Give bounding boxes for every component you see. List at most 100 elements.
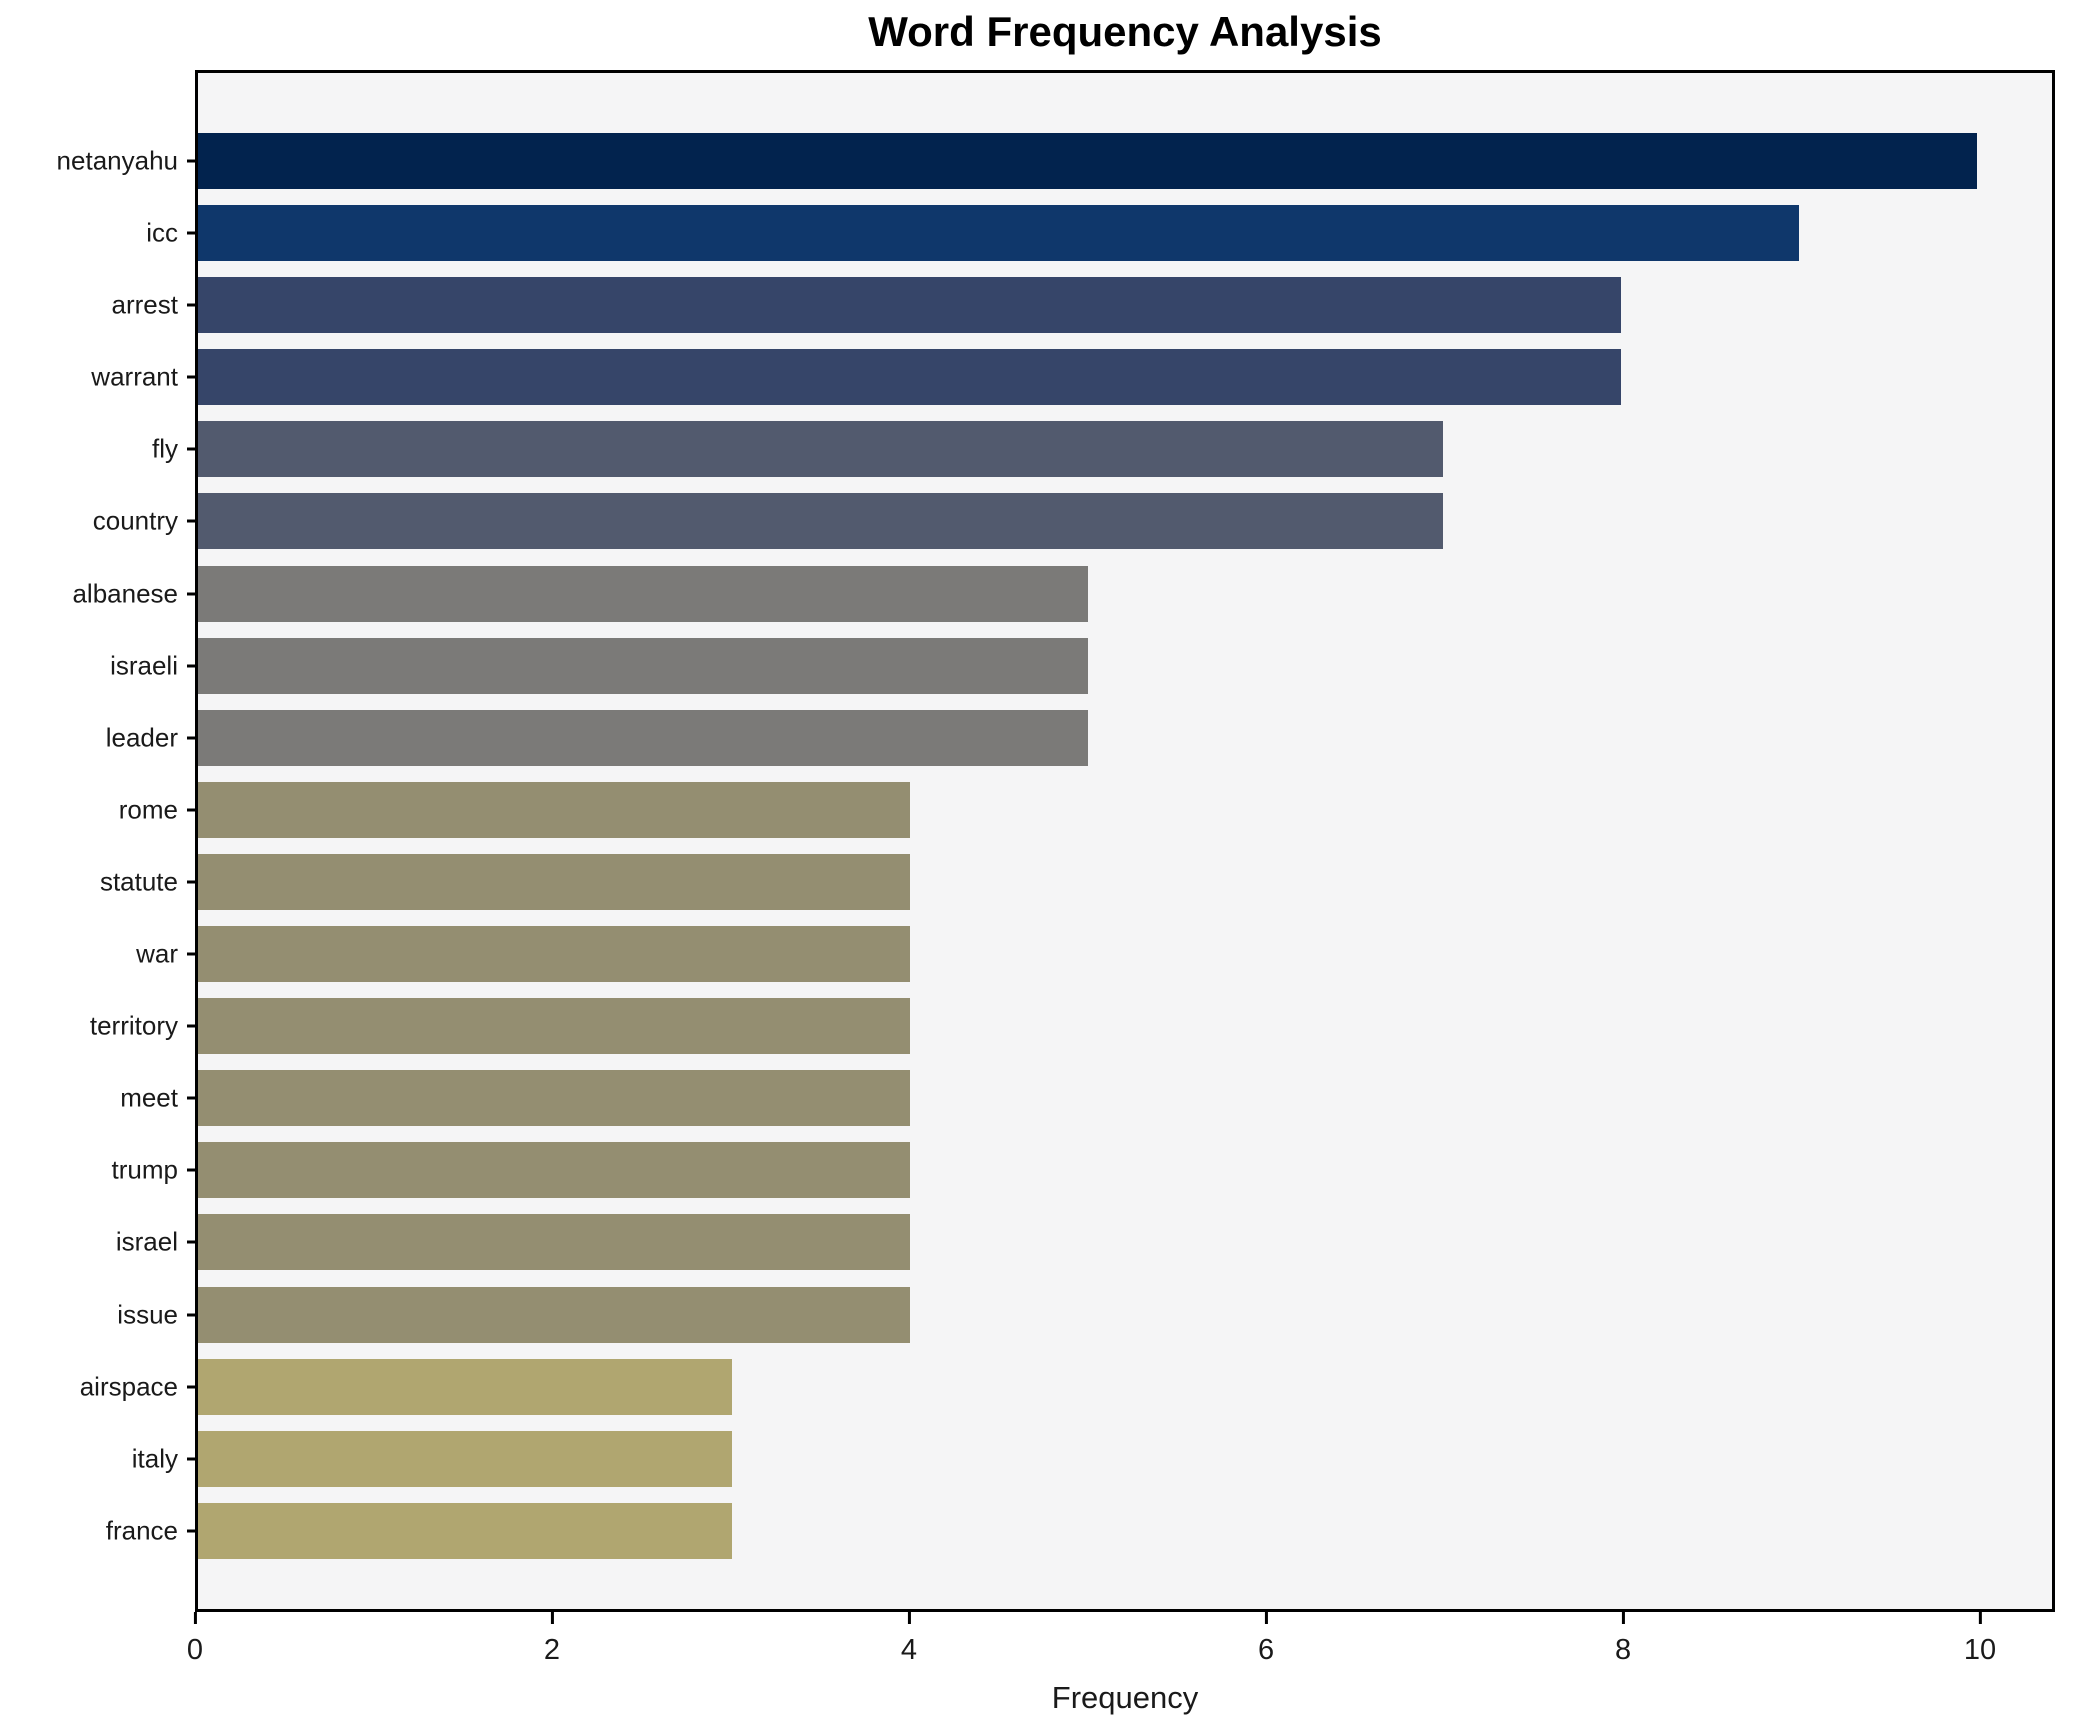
y-tick-mark: [187, 952, 198, 956]
y-tick-mark: [187, 592, 198, 596]
y-tick-mark: [187, 1096, 198, 1100]
x-tick-label: 6: [1257, 1634, 1275, 1666]
x-tick-mark: [1264, 1612, 1268, 1624]
y-tick-mark: [187, 1313, 198, 1316]
y-tick-mark: [187, 736, 198, 740]
bar: [198, 133, 1978, 189]
x-tick-mark: [550, 1612, 554, 1624]
bar-row: leader: [106, 709, 2052, 766]
category-label: meet: [120, 1082, 178, 1113]
category-label: israeli: [110, 650, 178, 681]
category-label: rome: [118, 794, 178, 825]
x-tick-mark: [1978, 1612, 1982, 1624]
y-tick-mark: [187, 1457, 198, 1461]
bar: [198, 205, 1800, 262]
bar-row: meet: [120, 1070, 2052, 1127]
bar-row: war: [136, 926, 2052, 983]
bar: [198, 421, 1444, 478]
bars-container: netanyahu icc arrest warrant fly country alban…: [57, 133, 2052, 1559]
bar-row: issue: [117, 1286, 2052, 1343]
x-tick-mark: [1621, 1612, 1625, 1624]
y-tick-mark: [187, 1240, 198, 1244]
category-label: trump: [111, 1154, 178, 1185]
y-tick-mark: [187, 1024, 198, 1028]
x-tick-label: 2: [543, 1634, 561, 1666]
x-axis-label: Frequency: [1051, 1680, 1199, 1715]
category-label: airspace: [79, 1371, 178, 1402]
bar: [198, 1070, 910, 1127]
x-axis: 0 2 4 6 8 10: [187, 1612, 2055, 1692]
y-tick-mark: [187, 303, 198, 307]
category-label: icc: [146, 217, 178, 248]
category-label: leader: [105, 722, 178, 753]
bar-row: israel: [116, 1214, 2052, 1271]
bar-row: france: [106, 1502, 2052, 1559]
bar: [198, 926, 910, 983]
bar-row: fly: [152, 421, 2052, 478]
bar-row: israeli: [110, 637, 2052, 694]
category-label: war: [136, 938, 178, 969]
y-tick-mark: [187, 159, 198, 163]
y-tick-mark: [187, 664, 198, 668]
category-label: netanyahu: [56, 145, 178, 176]
y-tick-mark: [187, 1385, 198, 1389]
category-label: arrest: [111, 289, 178, 320]
bar: [198, 781, 910, 838]
x-tick-label: 10: [1963, 1634, 1997, 1666]
bar-row: country: [93, 493, 2052, 550]
x-tick: 0: [187, 1612, 203, 1667]
bar: [198, 493, 1444, 550]
x-tick-label: 4: [900, 1634, 918, 1666]
category-label: warrant: [91, 361, 178, 392]
bar-row: icc: [146, 205, 2052, 262]
bar: [198, 637, 1088, 694]
bar-row: warrant: [91, 349, 2052, 406]
category-label: statute: [99, 866, 178, 897]
x-tick: 10: [1964, 1612, 1996, 1667]
bar-row: airspace: [80, 1358, 2052, 1415]
y-tick-mark: [187, 1529, 198, 1533]
bar-row: arrest: [112, 277, 2052, 334]
y-tick-mark: [187, 1168, 198, 1172]
bar: [198, 998, 910, 1055]
bar-row: netanyahu: [57, 133, 2052, 189]
bar: [198, 565, 1088, 622]
bar: [198, 277, 1622, 334]
bar: [198, 853, 910, 910]
bar-row: rome: [119, 781, 2052, 838]
category-label: israel: [115, 1226, 178, 1257]
x-tick-mark: [193, 1612, 197, 1624]
bar-row: trump: [112, 1142, 2052, 1199]
bar: [198, 1430, 732, 1487]
y-tick-mark: [187, 808, 198, 812]
y-tick-mark: [187, 519, 198, 523]
x-tick-label: 8: [1614, 1634, 1632, 1666]
bar: [198, 1358, 732, 1415]
y-tick-mark: [187, 880, 198, 884]
category-label: albanese: [72, 578, 178, 609]
category-label: italy: [131, 1443, 178, 1474]
x-tick-mark: [907, 1612, 911, 1624]
bar: [198, 1142, 910, 1199]
x-tick: 8: [1615, 1612, 1631, 1667]
bar-row: albanese: [72, 565, 2052, 622]
bar: [198, 1502, 732, 1559]
y-tick-mark: [187, 231, 198, 235]
bar: [198, 1286, 910, 1343]
bar-row: territory: [90, 998, 2052, 1055]
x-tick: 6: [1258, 1612, 1274, 1667]
y-tick-mark: [187, 447, 198, 451]
bar: [198, 349, 1622, 406]
y-tick-mark: [187, 375, 198, 379]
x-tick: 2: [544, 1612, 560, 1667]
category-label: issue: [117, 1299, 178, 1329]
bar-row: italy: [132, 1430, 2052, 1487]
plot-area: netanyahu icc arrest warrant fly country alban…: [57, 70, 2055, 1612]
bar: [198, 1214, 910, 1271]
bar-row: statute: [100, 853, 2052, 910]
x-tick: 4: [901, 1612, 917, 1667]
category-label: fly: [152, 433, 178, 464]
chart-title: Word Frequency Analysis: [868, 8, 1382, 55]
category-label: country: [92, 505, 178, 536]
category-label: france: [105, 1515, 178, 1546]
